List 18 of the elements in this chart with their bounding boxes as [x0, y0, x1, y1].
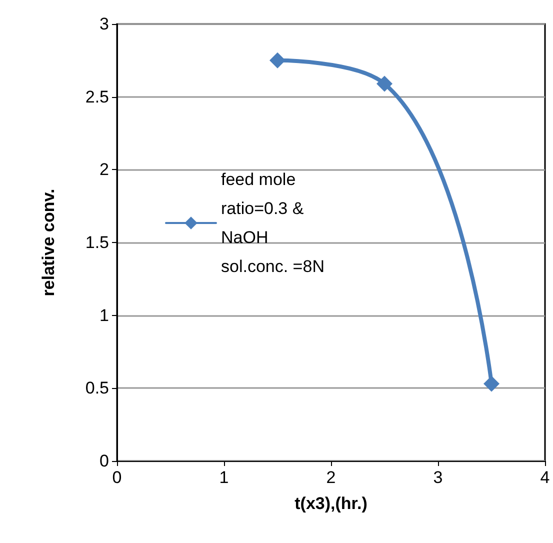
x-tick-label: 3: [433, 468, 443, 487]
y-tick-label: 0.5: [85, 378, 109, 398]
y-tick-label: 2.5: [85, 87, 109, 106]
x-axis-title: t(x3),(hr.): [294, 494, 368, 513]
y-tick-label: 0: [100, 452, 109, 470]
point: [484, 376, 500, 392]
point: [270, 52, 286, 68]
y-tick-label: 1.5: [85, 233, 109, 252]
y-tick-label: 3: [100, 14, 109, 34]
x-tick-label: 0: [112, 468, 122, 487]
legend-label: feed mole ratio=0.3 & NaOH sol.conc. =8N: [221, 170, 324, 276]
y-axis-title: relative conv.: [39, 188, 58, 296]
y-tick-label: 1: [100, 306, 109, 325]
x-tick-label: 1: [219, 468, 229, 487]
y-tick-label: 2: [100, 160, 109, 180]
point: [376, 76, 392, 92]
x-tick-label: 4: [540, 468, 550, 487]
x-tick-label: 2: [326, 468, 336, 487]
